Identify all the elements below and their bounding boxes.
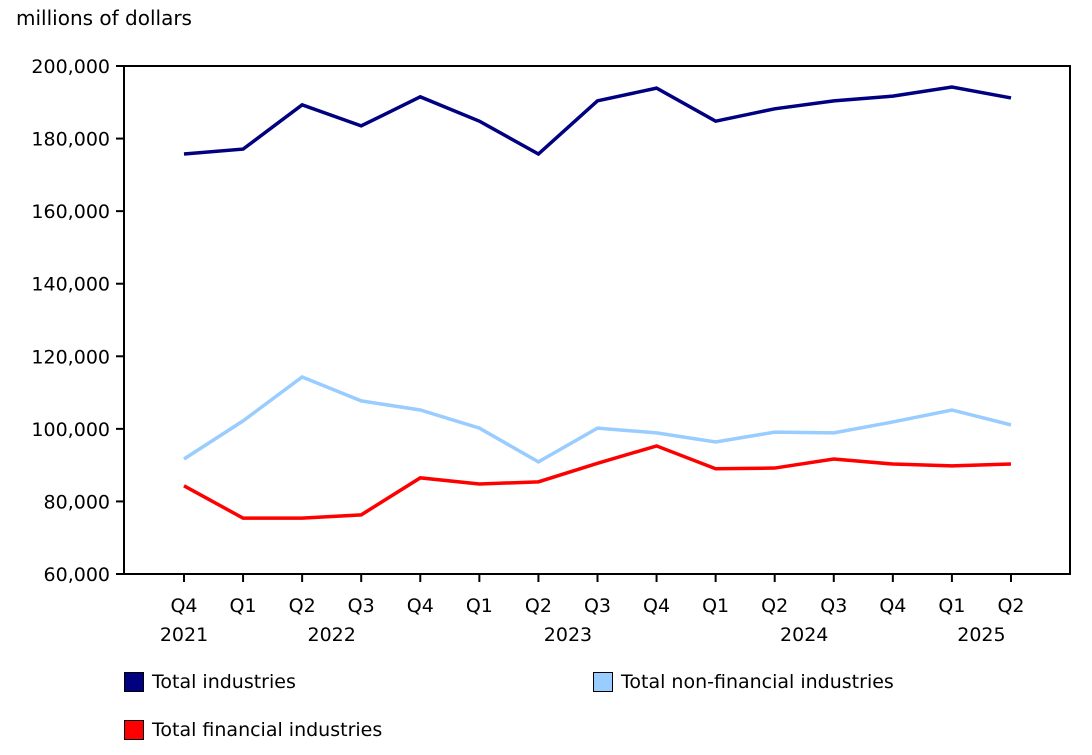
y-tick-label: 180,000 bbox=[31, 129, 110, 151]
y-tick-label: 100,000 bbox=[31, 419, 110, 441]
x-tick-label: Q1 bbox=[230, 595, 257, 617]
legend-label: Total non-financial industries bbox=[621, 671, 894, 693]
x-tick-label: Q2 bbox=[525, 595, 552, 617]
x-year-label: 2024 bbox=[780, 624, 828, 646]
x-year-label: 2022 bbox=[307, 624, 355, 646]
x-tick-label: Q1 bbox=[938, 595, 965, 617]
legend-label: Total industries bbox=[152, 671, 296, 693]
x-tick-label: Q3 bbox=[348, 595, 375, 617]
x-year-label: 2023 bbox=[544, 624, 592, 646]
x-tick-label: Q2 bbox=[289, 595, 316, 617]
legend-swatch bbox=[124, 720, 144, 740]
y-tick-label: 160,000 bbox=[31, 201, 110, 223]
x-tick-label: Q1 bbox=[702, 595, 729, 617]
x-tick-label: Q2 bbox=[997, 595, 1024, 617]
legend-item-total-non-financial-industries: Total non-financial industries bbox=[593, 671, 894, 693]
x-tick-label: Q4 bbox=[170, 595, 197, 617]
legend-item-total-financial-industries: Total financial industries bbox=[124, 719, 382, 741]
x-tick-label: Q4 bbox=[879, 595, 906, 617]
x-tick-label: Q2 bbox=[761, 595, 788, 617]
series-line-2 bbox=[183, 444, 1012, 520]
series-line-0 bbox=[183, 85, 1012, 157]
x-year-label: 2025 bbox=[957, 624, 1005, 646]
y-tick-label: 80,000 bbox=[44, 491, 110, 513]
y-tick-label: 120,000 bbox=[31, 346, 110, 368]
legend-label: Total financial industries bbox=[152, 719, 383, 741]
legend-swatch bbox=[593, 672, 613, 692]
x-tick-label: Q3 bbox=[820, 595, 847, 617]
plot-frame bbox=[123, 65, 1071, 575]
x-tick-label: Q3 bbox=[584, 595, 611, 617]
y-tick-label: 140,000 bbox=[31, 274, 110, 296]
x-tick-label: Q4 bbox=[407, 595, 434, 617]
legend-item-total-industries: Total industries bbox=[124, 671, 296, 693]
legend-swatch bbox=[124, 672, 144, 692]
x-tick-label: Q4 bbox=[643, 595, 670, 617]
series-line-1 bbox=[183, 374, 1012, 464]
y-tick-label: 200,000 bbox=[31, 56, 110, 78]
y-tick-label: 60,000 bbox=[44, 564, 110, 586]
x-year-label: 2021 bbox=[160, 624, 208, 646]
x-tick-label: Q1 bbox=[466, 595, 493, 617]
y-axis-unit-label: millions of dollars bbox=[16, 6, 192, 30]
